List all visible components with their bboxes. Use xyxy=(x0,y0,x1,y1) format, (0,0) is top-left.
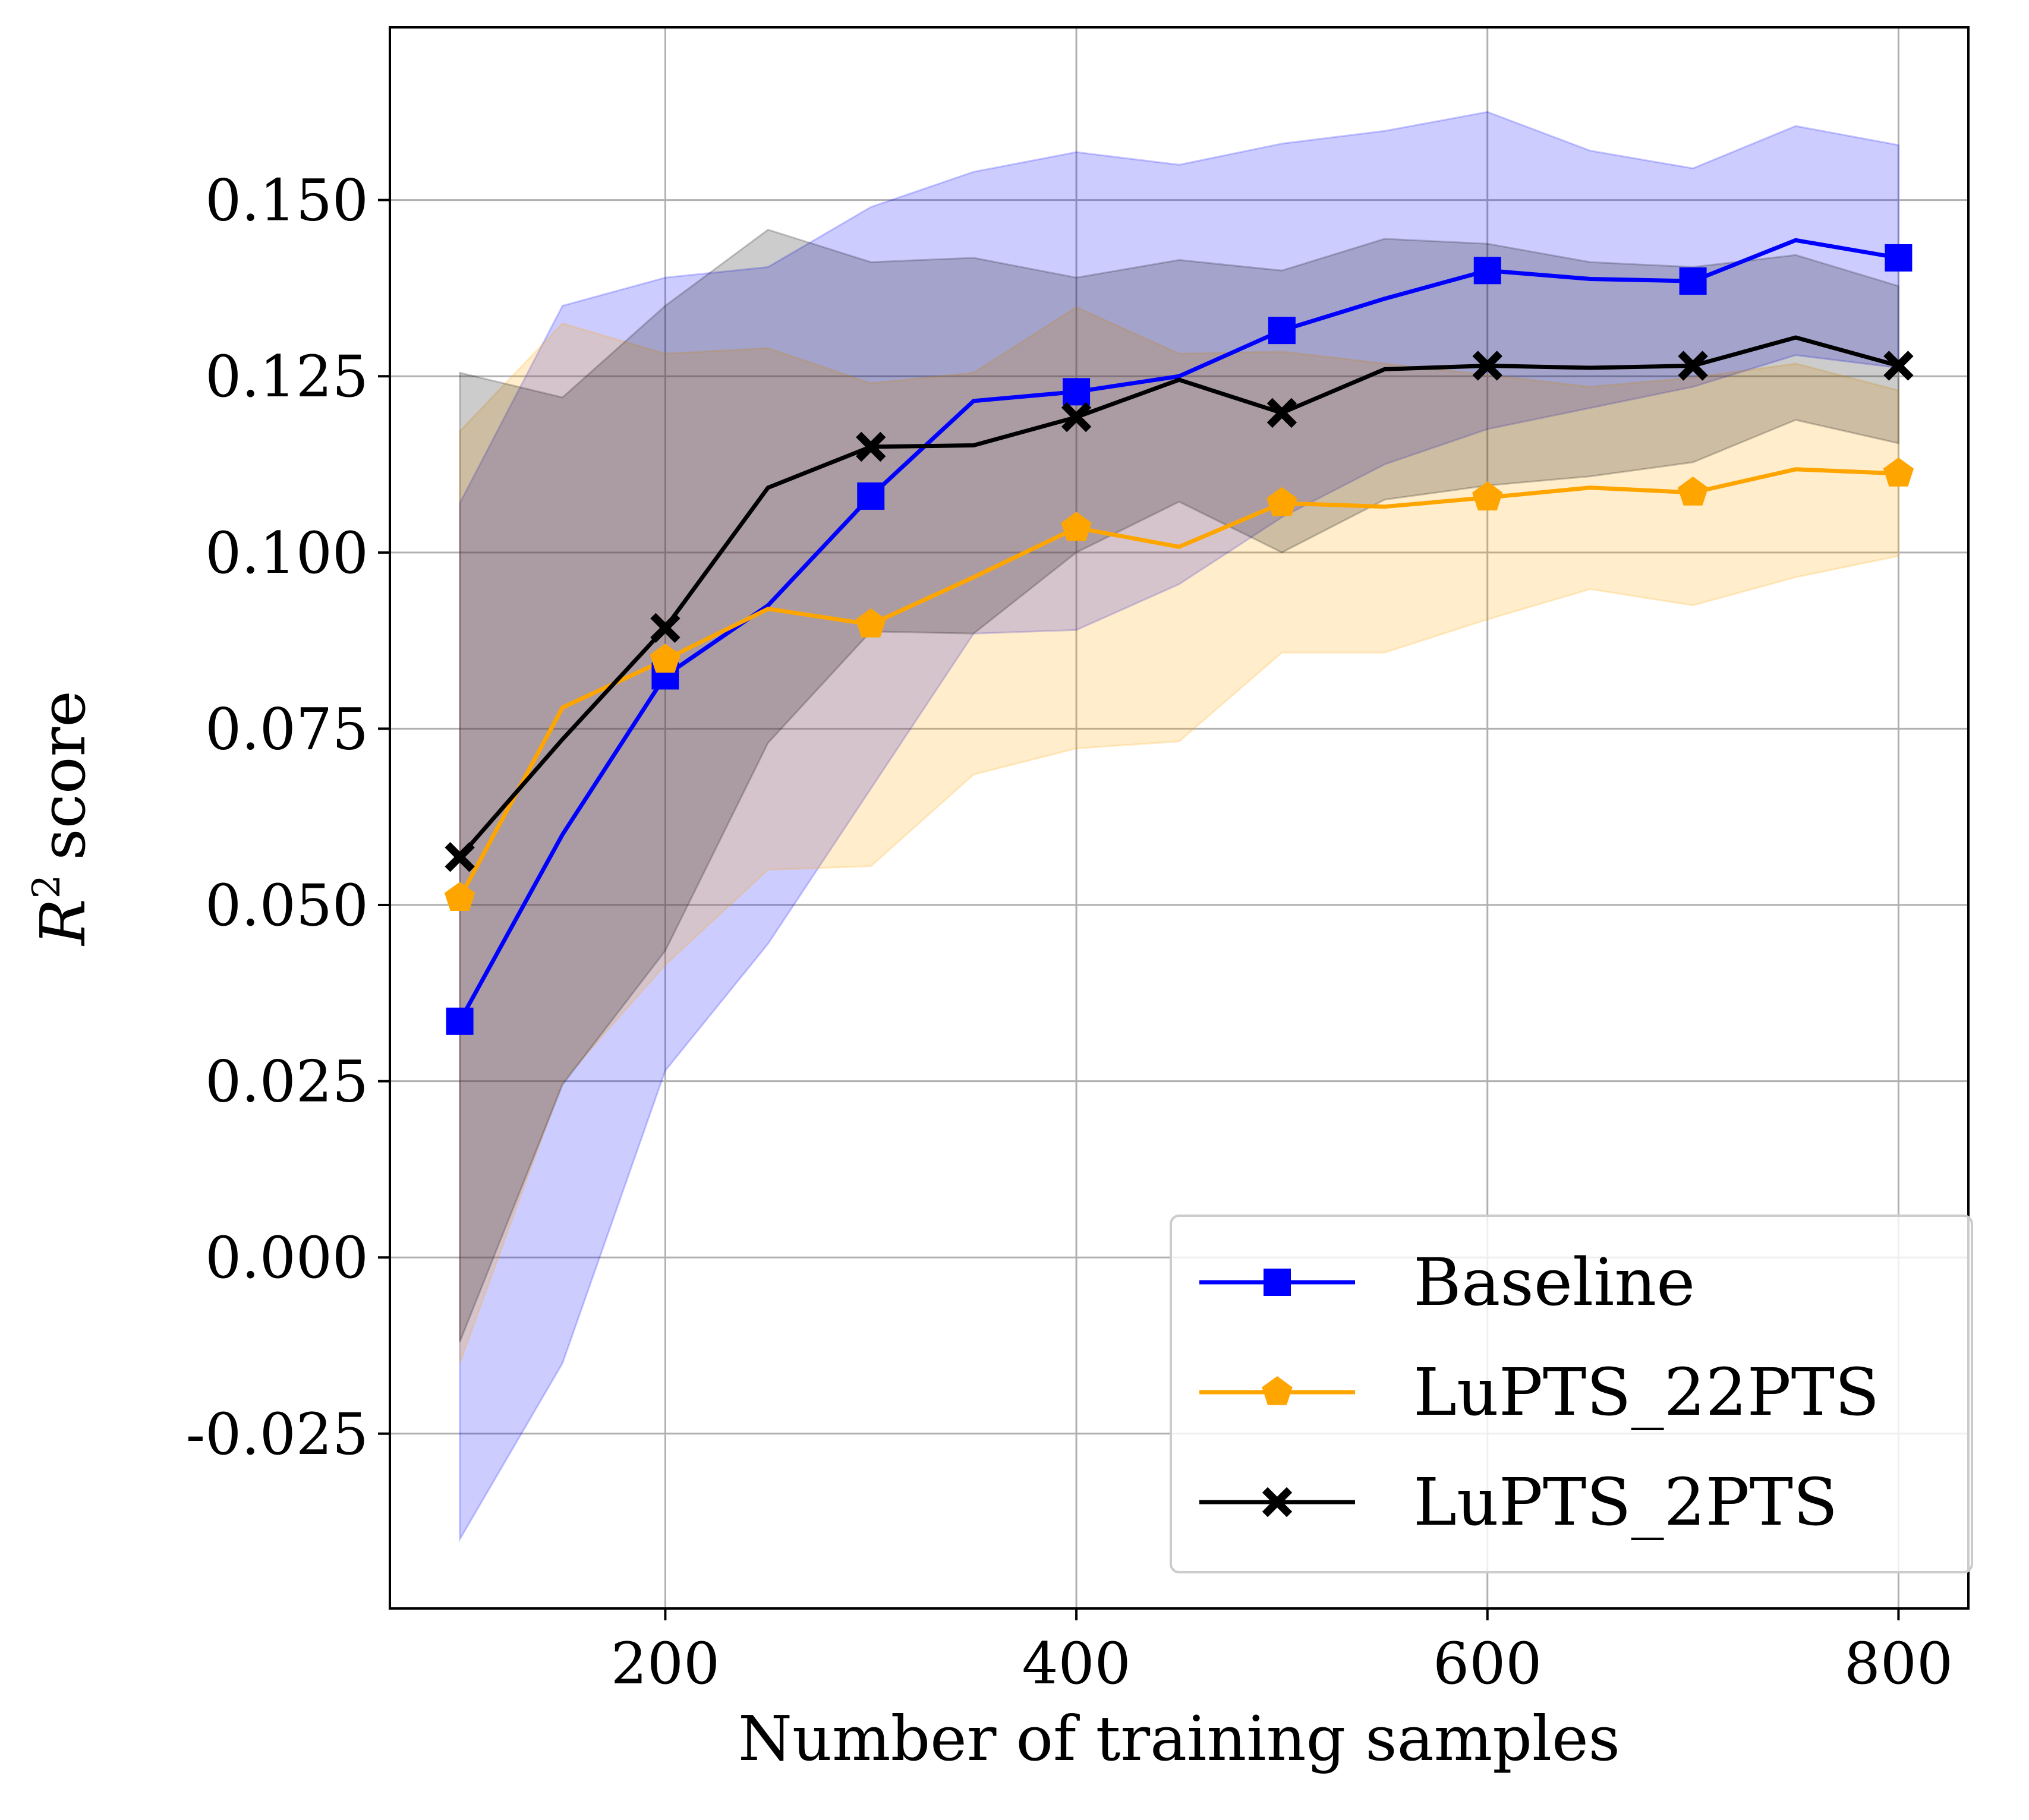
line-LuPTS_22PTS xyxy=(458,467,1899,899)
marker-LuPTS_2PTS xyxy=(445,842,475,872)
marker-LuPTS_2PTS xyxy=(1883,351,1914,381)
series-lines xyxy=(458,238,1899,1023)
legend-box xyxy=(1170,1215,1973,1573)
band-LuPTS_22PTS xyxy=(459,306,1899,1364)
marker-LuPTS_2PTS xyxy=(856,431,886,462)
marker-LuPTS_22PTS xyxy=(1266,487,1297,516)
x-tick-label: 200 xyxy=(611,1630,720,1697)
legend-marker xyxy=(1262,1487,1293,1518)
y-tick-label: 0.050 xyxy=(205,872,368,939)
legend-item-LuPTS_22PTS: LuPTS_22PTS xyxy=(1199,1354,1879,1430)
y-tick-label: 0.100 xyxy=(205,520,368,586)
legend-marker xyxy=(1262,1376,1293,1405)
marker-Baseline xyxy=(1063,378,1091,406)
marker-LuPTS_22PTS xyxy=(444,882,475,911)
marker-Baseline xyxy=(446,1007,474,1035)
marker-Baseline xyxy=(1679,267,1707,295)
line-LuPTS_2PTS xyxy=(458,335,1899,859)
marker-LuPTS_22PTS xyxy=(1677,477,1709,506)
y-axis-label-math: R xyxy=(27,898,99,946)
legend-item-LuPTS_2PTS: LuPTS_2PTS xyxy=(1199,1464,1838,1540)
line-Baseline xyxy=(458,238,1899,1023)
marker-LuPTS_22PTS xyxy=(1061,512,1092,541)
marker-LuPTS_22PTS xyxy=(650,644,681,673)
marker-LuPTS_2PTS xyxy=(1472,351,1502,381)
marker-LuPTS_2PTS xyxy=(1266,398,1297,428)
legend: Baseline LuPTS_22PTS LuPTS_2PTS xyxy=(1170,1215,1973,1573)
plot-area-frame xyxy=(389,26,1970,1610)
x-tick-label: 800 xyxy=(1844,1630,1953,1697)
y-tick-label: 0.075 xyxy=(205,696,368,762)
marker-Baseline xyxy=(857,482,885,510)
marker-LuPTS_2PTS xyxy=(650,613,680,643)
y-axis-label-text: score xyxy=(27,690,99,860)
marker-LuPTS_22PTS xyxy=(855,608,886,638)
marker-Baseline xyxy=(1885,244,1913,272)
y-tick-label: 0.125 xyxy=(205,343,368,410)
y-tick-label: 0.025 xyxy=(205,1049,368,1115)
legend-items: Baseline LuPTS_22PTS LuPTS_2PTS xyxy=(1199,1244,1879,1540)
series-markers xyxy=(444,244,1914,1035)
y-axis-ticks: -0.025 0.000 0.025 0.050 0.075 0.100 0.125 0.15… xyxy=(186,168,390,1468)
legend-marker xyxy=(1264,1269,1291,1296)
legend-label: LuPTS_22PTS xyxy=(1413,1354,1879,1430)
legend-label: Baseline xyxy=(1413,1244,1695,1320)
x-axis-label: Number of training samples xyxy=(738,1702,1620,1775)
marker-LuPTS_22PTS xyxy=(1472,481,1503,511)
marker-LuPTS_22PTS xyxy=(1883,458,1914,487)
y-tick-label: 0.000 xyxy=(205,1225,368,1291)
y-axis-label-superscript: 2 xyxy=(25,875,69,899)
y-tick-label: 0.150 xyxy=(205,168,368,234)
x-axis-ticks: 200 400 600 800 xyxy=(611,1608,1953,1697)
y-tick-label: -0.025 xyxy=(186,1401,368,1468)
y-axis-label: R2 score xyxy=(25,690,99,947)
x-tick-label: 600 xyxy=(1433,1630,1542,1697)
marker-LuPTS_2PTS xyxy=(1061,402,1092,433)
marker-Baseline xyxy=(1268,317,1296,345)
marker-LuPTS_2PTS xyxy=(1678,351,1708,381)
legend-label: LuPTS_2PTS xyxy=(1413,1464,1838,1540)
x-tick-label: 400 xyxy=(1022,1630,1130,1697)
legend-item-Baseline: Baseline xyxy=(1199,1244,1695,1320)
marker-Baseline xyxy=(1473,257,1501,285)
